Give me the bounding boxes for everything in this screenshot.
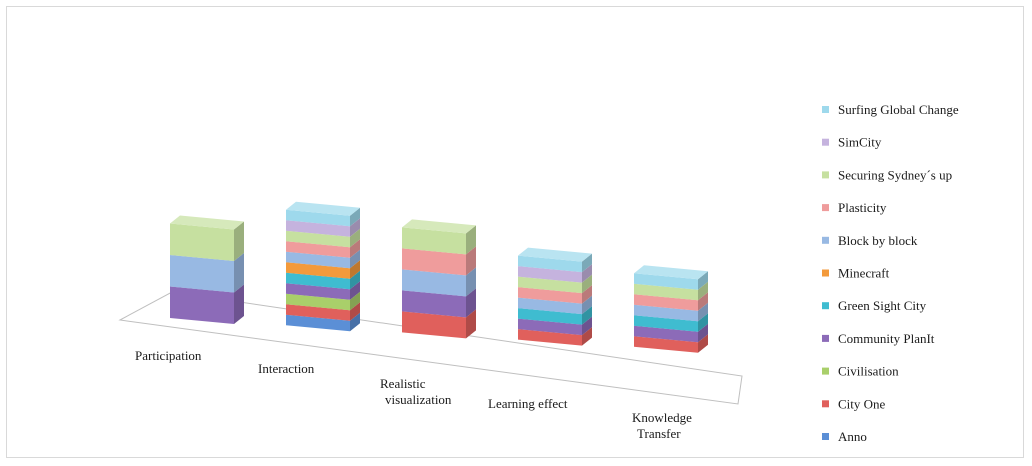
legend-label: Minecraft (838, 266, 890, 281)
legend-item: Plasticity (822, 200, 887, 215)
legend-swatch (822, 367, 829, 375)
chart-floor (118, 291, 743, 405)
bar-stack-2 (286, 201, 360, 332)
legend-label: Block by block (838, 233, 918, 248)
legend-label: Surfing Global Change (838, 102, 959, 117)
bar-segment (634, 265, 708, 290)
legend-item: Surfing Global Change (822, 102, 959, 117)
legend-item: Green Sight City (822, 298, 927, 313)
legend-swatch (822, 334, 829, 342)
legend: Surfing Global Change SimCity Securing Syd… (822, 102, 959, 444)
legend-swatch (822, 236, 829, 244)
legend-label: SimCity (838, 135, 882, 150)
legend-swatch (822, 171, 829, 179)
category-label: Participation (135, 348, 202, 363)
legend-label: Anno (838, 429, 867, 444)
bar-segment (170, 215, 244, 261)
legend-swatch (822, 433, 829, 440)
legend-item: Block by block (822, 233, 918, 248)
category-label: Knowledge Transfer (632, 410, 692, 441)
bar-stack-5 (634, 265, 708, 353)
legend-swatch (822, 400, 829, 408)
bar-stack-4 (518, 247, 592, 346)
bar-stack-1 (170, 215, 244, 324)
legend-item: Community PlanIt (822, 331, 935, 346)
bar-stack-3 (402, 219, 476, 339)
legend-label: Civilisation (838, 364, 899, 379)
category-labels: Participation Interaction Realistic visuali… (135, 348, 692, 441)
legend-label: Green Sight City (838, 298, 927, 313)
legend-swatch (822, 138, 829, 146)
legend-item: Anno (822, 429, 867, 444)
legend-item: City One (822, 396, 886, 411)
bar-segment (402, 219, 476, 255)
bar-segment (286, 201, 360, 227)
legend-item: Securing Sydney´s up (822, 167, 952, 182)
legend-swatch (822, 269, 829, 277)
legend-label: Plasticity (838, 200, 887, 215)
legend-item: SimCity (822, 135, 882, 150)
bar-segment (518, 247, 592, 273)
category-label: Learning effect (488, 396, 568, 411)
legend-swatch (822, 204, 829, 212)
bars-layer (170, 201, 708, 353)
category-label: Interaction (258, 361, 315, 376)
legend-swatch (822, 302, 829, 310)
category-label: Realistic visualization (380, 376, 452, 407)
legend-label: Securing Sydney´s up (838, 167, 952, 182)
legend-item: Minecraft (822, 266, 890, 281)
legend-label: City One (838, 396, 886, 411)
legend-item: Civilisation (822, 364, 899, 379)
legend-swatch (822, 106, 829, 113)
floor-plane (118, 291, 743, 405)
legend-label: Community PlanIt (838, 331, 935, 346)
